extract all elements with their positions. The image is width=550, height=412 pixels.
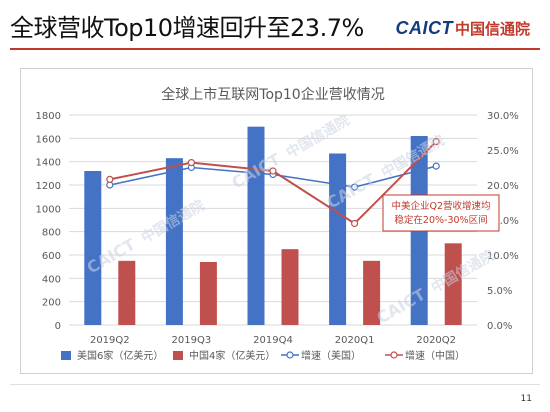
y-right-tick-label: 25.0% xyxy=(487,146,519,157)
x-tick-label: 2020Q1 xyxy=(335,335,375,346)
bar-cn xyxy=(281,249,299,325)
x-tick-label: 2019Q2 xyxy=(90,335,130,346)
legend-label: 美国6家（亿美元） xyxy=(77,349,163,362)
bar-cn xyxy=(444,243,462,325)
y-right-tick-label: 0.0% xyxy=(487,321,512,332)
y-right-tick-label: 5.0% xyxy=(487,286,512,297)
title-divider xyxy=(10,48,540,50)
brand-cn: 中国信通院 xyxy=(454,19,530,38)
point-cn-growth xyxy=(269,167,277,175)
annotation-text: 中美企业Q2营收增速均 xyxy=(391,200,490,212)
legend-label: 增速（美国） xyxy=(301,349,361,362)
y-left-tick-label: 1800 xyxy=(36,111,61,122)
x-tick-label: 2020Q2 xyxy=(416,335,456,346)
caict-logo: CAICT 中国信通院 xyxy=(395,16,530,40)
y-left-tick-label: 0 xyxy=(55,321,61,332)
legend-swatch xyxy=(61,351,71,360)
brand-latin: CAICT xyxy=(395,17,453,38)
bar-us xyxy=(247,126,265,325)
y-right-tick-label: 20.0% xyxy=(487,181,519,192)
y-left-tick-label: 600 xyxy=(42,251,61,262)
y-left-tick-label: 1400 xyxy=(36,158,61,169)
y-left-tick-label: 1000 xyxy=(36,204,61,215)
legend-marker xyxy=(390,351,398,359)
annotation-text: 稳定在20%-30%区间 xyxy=(394,214,487,226)
footer-divider xyxy=(10,384,540,385)
point-us-growth xyxy=(351,183,359,191)
y-left-tick-label: 800 xyxy=(42,228,61,239)
y-left-tick-label: 1600 xyxy=(36,134,61,145)
bar-cn xyxy=(199,262,217,325)
x-tick-label: 2019Q4 xyxy=(253,335,293,346)
chart-title: 全球上市互联网Top10企业营收情况 xyxy=(161,86,384,103)
legend-label: 增速（中国） xyxy=(405,349,465,362)
annotation-box xyxy=(382,194,500,232)
bar-cn xyxy=(118,260,136,325)
point-cn-growth xyxy=(187,158,195,167)
chart-panel: 全球上市互联网Top10企业营收情况 0 200 400 600 800 1000 1200 1… xyxy=(20,68,533,374)
point-cn-growth xyxy=(106,175,114,184)
slide-title: 全球营收Top10增速回升至23.7% xyxy=(10,14,364,42)
x-tick-label: 2019Q3 xyxy=(172,335,212,346)
point-cn-growth xyxy=(351,219,359,228)
y-left-tick-label: 1200 xyxy=(36,181,61,192)
y-right-tick-label: 10.0% xyxy=(487,251,519,262)
y-left-tick-label: 200 xyxy=(42,298,61,309)
bar-cn xyxy=(363,260,381,325)
legend-marker xyxy=(286,351,294,359)
bar-us xyxy=(165,158,183,325)
point-cn-growth xyxy=(432,137,440,146)
revenue-chart: 全球上市互联网Top10企业营收情况 0 200 400 600 800 1000 1200 1… xyxy=(36,86,519,362)
point-us-growth xyxy=(432,162,440,170)
legend-label: 中国4家（亿美元） xyxy=(189,349,275,362)
y-right-tick-label: 30.0% xyxy=(487,111,519,122)
bar-us xyxy=(84,171,102,325)
y-left-tick-label: 400 xyxy=(42,274,61,285)
y-right-tick-label: 15.0% xyxy=(487,216,519,227)
page-number: 11 xyxy=(520,394,532,404)
legend-swatch xyxy=(173,351,183,360)
bar-us xyxy=(329,153,347,325)
